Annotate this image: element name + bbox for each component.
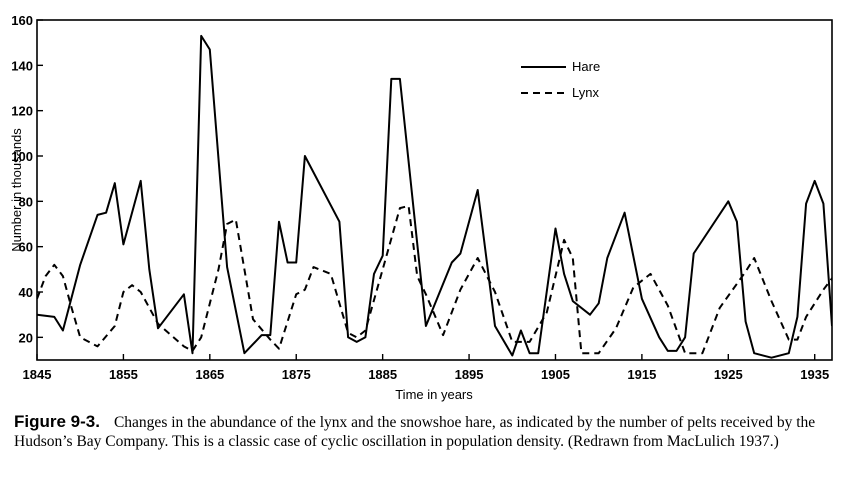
figure-caption-text: Changes in the abundance of the lynx and… [14, 414, 816, 450]
legend-hare-label: Hare [572, 59, 600, 74]
x-tick-label: 1855 [109, 367, 138, 382]
figure-caption: Figure 9-3. Changes in the abundance of t… [14, 412, 834, 451]
x-tick-label: 1875 [282, 367, 311, 382]
x-tick-label: 1895 [455, 367, 484, 382]
y-axis: 20 40 60 80 100 120 140 160 [11, 13, 43, 345]
y-tick-label: 60 [19, 240, 33, 255]
y-tick-label: 40 [19, 285, 33, 300]
x-tick-label: 1915 [627, 367, 656, 382]
x-tick-label: 1925 [714, 367, 743, 382]
y-axis-title: Number in thousands [9, 128, 24, 252]
x-tick-label: 1845 [23, 367, 52, 382]
x-tick-label: 1885 [368, 367, 397, 382]
plot-frame [36, 19, 833, 361]
y-tick-label: 20 [19, 330, 33, 345]
y-tick-label: 100 [11, 149, 33, 164]
legend: Hare Lynx [521, 59, 600, 100]
x-tick-label: 1865 [195, 367, 224, 382]
x-tick-label: 1905 [541, 367, 570, 382]
series-layer [37, 34, 832, 359]
series-line-lynx [37, 204, 832, 355]
x-axis: 1845 1855 1865 1875 1885 1895 1905 1915 1925 1935 [23, 354, 829, 382]
y-tick-label: 120 [11, 104, 33, 119]
population-chart: 1845 1855 1865 1875 1885 1895 1905 1915 1925 1935… [9, 13, 833, 402]
y-tick-label: 80 [19, 194, 33, 209]
x-axis-title: Time in years [395, 387, 473, 402]
series-line-hare [37, 34, 832, 359]
legend-lynx-label: Lynx [572, 85, 599, 100]
x-tick-label: 1935 [800, 367, 829, 382]
y-tick-label: 160 [11, 13, 33, 28]
y-tick-label: 140 [11, 58, 33, 73]
figure-label: Figure 9-3. [14, 412, 100, 431]
